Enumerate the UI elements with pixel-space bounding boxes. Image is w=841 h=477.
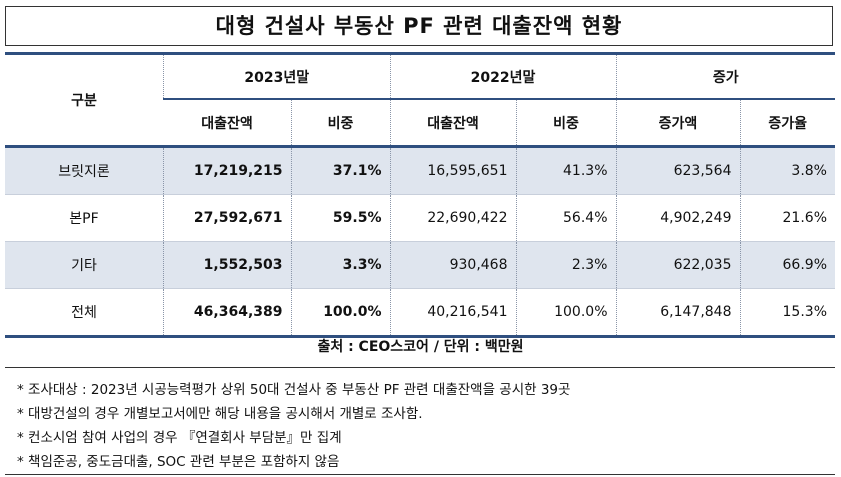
table-cell: 66.9% (739, 241, 835, 289)
table-cell: 브릿지론 (5, 146, 164, 195)
note: * 컨소시엄 참여 사업의 경우 『연결회사 부담분』만 집계 (17, 430, 342, 446)
title: 대형 건설사 부동산 PF 관련 대출잔액 현황 (5, 6, 833, 46)
header-cell: 비중 (515, 98, 616, 148)
table-cell: 17,219,215 (163, 146, 291, 195)
table-cell: 16,595,651 (389, 146, 516, 195)
loan-table: 구분 2023년말 2022년말 증가 대출잔액 비중 대출잔액 비중 증가액 … (5, 52, 835, 338)
header-cell: 증가액 (615, 98, 740, 148)
note: * 대방건설의 경우 개별보고서에만 해당 내용을 공시해서 개별로 조사함. (17, 406, 423, 422)
table-cell: 6,147,848 (615, 288, 740, 338)
table-cell: 56.4% (515, 194, 616, 242)
table-row: 전체 46,364,389 100.0% 40,216,541 100.0% 6,147,… (5, 288, 835, 338)
header-cell: 대출잔액 (389, 98, 516, 148)
table-cell: 59.5% (290, 194, 390, 242)
table-cell: 100.0% (515, 288, 616, 338)
table-cell: 27,592,671 (163, 194, 291, 242)
header-cell: 비중 (290, 98, 390, 148)
note: * 책임준공, 중도금대출, SOC 관련 부분은 포함하지 않음 (17, 454, 340, 470)
header-cell: 2023년말 (163, 52, 390, 99)
header-cell: 대출잔액 (163, 98, 291, 148)
table-cell: 전체 (5, 288, 164, 338)
note: * 조사대상 : 2023년 시공능력평가 상위 50대 건설사 중 부동산 P… (17, 382, 571, 398)
table-cell: 623,564 (615, 146, 740, 195)
table-cell: 15.3% (739, 288, 835, 338)
notes: * 조사대상 : 2023년 시공능력평가 상위 50대 건설사 중 부동산 P… (5, 367, 835, 475)
table-cell: 4,902,249 (615, 194, 740, 242)
table-cell: 41.3% (515, 146, 616, 195)
table-cell: 2.3% (515, 241, 616, 289)
header-cell: 증가율 (739, 98, 835, 148)
header-cell: 증가 (615, 52, 835, 99)
header-cell: 구분 (5, 52, 164, 148)
table-cell: 40,216,541 (389, 288, 516, 338)
table-cell: 3.8% (739, 146, 835, 195)
table-cell: 22,690,422 (389, 194, 516, 242)
table-cell: 기타 (5, 241, 164, 289)
table-row: 본PF 27,592,671 59.5% 22,690,422 56.4% 4,902,2… (5, 194, 835, 242)
header-cell: 2022년말 (389, 52, 616, 99)
table-cell: 21.6% (739, 194, 835, 242)
table-cell: 622,035 (615, 241, 740, 289)
table-cell: 930,468 (389, 241, 516, 289)
table-row: 기타 1,552,503 3.3% 930,468 2.3% 622,035 66.9% (5, 241, 835, 289)
table-cell: 100.0% (290, 288, 390, 338)
table-row: 브릿지론 17,219,215 37.1% 16,595,651 41.3% 623,56… (5, 146, 835, 195)
table-cell: 3.3% (290, 241, 390, 289)
table-body: 브릿지론 17,219,215 37.1% 16,595,651 41.3% 623,56… (5, 146, 835, 338)
source: 출처 : CEO스코어 / 단위 : 백만원 (317, 339, 524, 355)
table-cell: 본PF (5, 194, 164, 242)
table-cell: 37.1% (290, 146, 390, 195)
table-cell: 46,364,389 (163, 288, 291, 338)
table-cell: 1,552,503 (163, 241, 291, 289)
